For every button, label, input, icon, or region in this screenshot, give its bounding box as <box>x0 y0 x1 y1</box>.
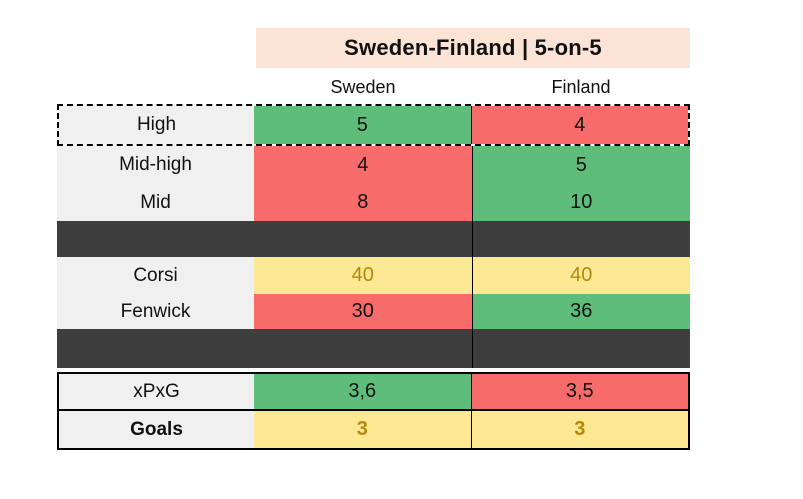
stat-cell-sweden: 40 <box>254 257 472 294</box>
table-row-mid-high: Mid-high 4 5 <box>57 146 690 184</box>
stat-cell-sweden: 5 <box>254 106 471 144</box>
row-label-cell: High <box>59 106 254 144</box>
separator-segment <box>472 221 690 257</box>
stats-table: High 5 4 Mid-high 4 5 Mid 8 10 Corsi 40 … <box>57 104 690 450</box>
row-label-cell: Fenwick <box>57 294 254 329</box>
table-row-mid: Mid 8 10 <box>57 184 690 221</box>
stat-cell-sweden: 30 <box>254 294 472 329</box>
column-header-finland: Finland <box>551 76 611 97</box>
row-label-cell: Corsi <box>57 257 254 294</box>
stat-cell-sweden: 3,6 <box>254 374 471 409</box>
stat-cell-finland: 4 <box>470 106 688 144</box>
separator-row <box>57 221 690 257</box>
table-row-goals: Goals 3 3 <box>57 411 690 450</box>
column-header-sweden: Sweden <box>330 76 396 97</box>
separator-segment <box>57 221 472 257</box>
stat-cell-finland: 3,5 <box>470 374 688 409</box>
table-row-fenwick: Fenwick 30 36 <box>57 294 690 329</box>
separator-row <box>57 329 690 368</box>
stat-cell-finland: 3 <box>470 411 688 448</box>
stat-cell-sweden: 8 <box>254 184 472 221</box>
table-title: Sweden-Finland | 5-on-5 <box>256 28 690 68</box>
separator-segment <box>57 329 472 368</box>
table-row-xpxg: xPxG 3,6 3,5 <box>57 372 690 411</box>
stat-cell-sweden: 4 <box>254 146 472 184</box>
stat-cell-sweden: 3 <box>254 411 471 448</box>
separator-segment <box>472 329 690 368</box>
row-label-cell: xPxG <box>59 374 254 409</box>
row-label-cell: Goals <box>59 411 254 448</box>
row-label-cell: Mid <box>57 184 254 221</box>
row-label-cell: Mid-high <box>57 146 254 184</box>
column-headers: Sweden Finland <box>254 73 690 101</box>
stat-cell-finland: 40 <box>471 257 690 294</box>
stat-cell-finland: 5 <box>471 146 690 184</box>
stat-cell-finland: 36 <box>471 294 690 329</box>
table-row-corsi: Corsi 40 40 <box>57 257 690 294</box>
stat-cell-finland: 10 <box>471 184 690 221</box>
table-row-high: High 5 4 <box>57 104 690 146</box>
